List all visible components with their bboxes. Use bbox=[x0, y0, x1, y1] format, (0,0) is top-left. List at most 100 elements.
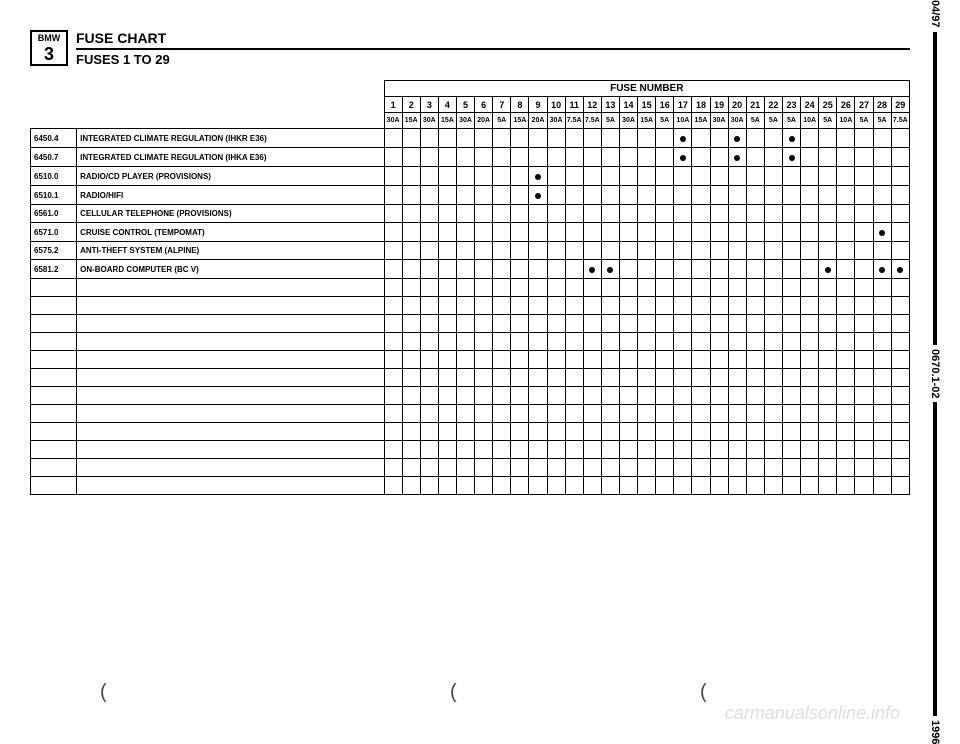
fuse-cell bbox=[511, 186, 529, 205]
fuse-cell bbox=[782, 205, 800, 223]
table-row bbox=[31, 387, 910, 405]
fuse-cell bbox=[438, 167, 456, 186]
fuse-cell bbox=[638, 167, 656, 186]
fuse-col-rating: 10A bbox=[837, 113, 855, 129]
fuse-col-rating: 30A bbox=[547, 113, 565, 129]
fuse-cell bbox=[891, 148, 909, 167]
fuse-cell bbox=[438, 205, 456, 223]
fuse-cell bbox=[601, 129, 619, 148]
fuse-col-num: 24 bbox=[801, 97, 819, 113]
fuse-cell bbox=[692, 148, 710, 167]
fuse-col-num: 19 bbox=[710, 97, 728, 113]
fuse-col-num: 26 bbox=[837, 97, 855, 113]
fuse-cell bbox=[837, 186, 855, 205]
table-row bbox=[31, 477, 910, 495]
fuse-cell bbox=[801, 223, 819, 242]
fuse-col-num: 6 bbox=[475, 97, 493, 113]
fuse-cell bbox=[565, 148, 583, 167]
fuse-cell bbox=[837, 148, 855, 167]
fuse-col-rating: 10A bbox=[801, 113, 819, 129]
fuse-number-header: FUSE NUMBER bbox=[384, 81, 909, 97]
fuse-cell bbox=[456, 129, 474, 148]
fuse-col-rating: 15A bbox=[402, 113, 420, 129]
fuse-col-num: 21 bbox=[746, 97, 764, 113]
fuse-cell bbox=[674, 242, 692, 260]
fuse-cell bbox=[438, 242, 456, 260]
fuse-cell bbox=[674, 148, 692, 167]
fuse-cell bbox=[656, 167, 674, 186]
page-title: FUSE CHART bbox=[76, 30, 910, 50]
fuse-cell bbox=[384, 260, 402, 279]
fuse-cell bbox=[511, 167, 529, 186]
side-date: 04/97 bbox=[929, 0, 941, 28]
fuse-cell bbox=[801, 167, 819, 186]
fuse-cell bbox=[819, 242, 837, 260]
fuse-cell bbox=[692, 205, 710, 223]
fuse-cell bbox=[456, 205, 474, 223]
fuse-cell bbox=[601, 167, 619, 186]
fuse-cell bbox=[746, 167, 764, 186]
fuse-cell bbox=[493, 167, 511, 186]
fuse-cell bbox=[837, 242, 855, 260]
fuse-cell bbox=[475, 129, 493, 148]
fuse-cell bbox=[638, 186, 656, 205]
fuse-cell bbox=[493, 205, 511, 223]
fuse-cell bbox=[511, 242, 529, 260]
fuse-cell bbox=[728, 148, 746, 167]
fuse-cell bbox=[420, 186, 438, 205]
fuse-col-num: 10 bbox=[547, 97, 565, 113]
dot-icon bbox=[607, 267, 613, 273]
fuse-cell bbox=[728, 242, 746, 260]
row-code: 6510.0 bbox=[31, 167, 77, 186]
fuse-cell bbox=[493, 129, 511, 148]
table-row: 6450.7INTEGRATED CLIMATE REGULATION (IHK… bbox=[31, 148, 910, 167]
row-label: ANTI-THEFT SYSTEM (ALPINE) bbox=[77, 242, 384, 260]
fuse-cell bbox=[692, 242, 710, 260]
fuse-col-num: 7 bbox=[493, 97, 511, 113]
fuse-cell bbox=[891, 205, 909, 223]
fuse-cell bbox=[801, 242, 819, 260]
fuse-cell bbox=[819, 129, 837, 148]
fuse-col-rating: 20A bbox=[475, 113, 493, 129]
fuse-cell bbox=[764, 129, 782, 148]
fuse-cell bbox=[475, 260, 493, 279]
fuse-cell bbox=[529, 242, 547, 260]
fuse-cell bbox=[656, 260, 674, 279]
fuse-cell bbox=[601, 205, 619, 223]
fuse-cell bbox=[692, 167, 710, 186]
fuse-cell bbox=[384, 148, 402, 167]
fuse-cell bbox=[384, 129, 402, 148]
fuse-cell bbox=[819, 186, 837, 205]
fuse-cell bbox=[873, 167, 891, 186]
fuse-cell bbox=[402, 242, 420, 260]
fuse-cell bbox=[493, 148, 511, 167]
fuse-cell bbox=[674, 205, 692, 223]
fuse-cell bbox=[819, 205, 837, 223]
fuse-cell bbox=[891, 129, 909, 148]
fuse-cell bbox=[710, 167, 728, 186]
fuse-cell bbox=[547, 129, 565, 148]
fuse-cell bbox=[728, 129, 746, 148]
table-row bbox=[31, 459, 910, 477]
fuse-cell bbox=[565, 242, 583, 260]
table-row bbox=[31, 405, 910, 423]
table-row bbox=[31, 351, 910, 369]
fuse-cell bbox=[837, 167, 855, 186]
fuse-cell bbox=[583, 148, 601, 167]
fuse-col-rating: 5A bbox=[656, 113, 674, 129]
fuse-cell bbox=[511, 129, 529, 148]
fuse-cell bbox=[764, 167, 782, 186]
fuse-cell bbox=[529, 167, 547, 186]
fuse-cell bbox=[583, 129, 601, 148]
fuse-cell bbox=[384, 205, 402, 223]
fuse-cell bbox=[619, 148, 637, 167]
fuse-cell bbox=[764, 242, 782, 260]
table-row bbox=[31, 369, 910, 387]
fuse-cell bbox=[855, 186, 873, 205]
fuse-cell bbox=[638, 148, 656, 167]
fuse-cell bbox=[674, 223, 692, 242]
fuse-cell bbox=[456, 148, 474, 167]
fuse-cell bbox=[420, 167, 438, 186]
dot-icon bbox=[535, 174, 541, 180]
fuse-cell bbox=[638, 223, 656, 242]
